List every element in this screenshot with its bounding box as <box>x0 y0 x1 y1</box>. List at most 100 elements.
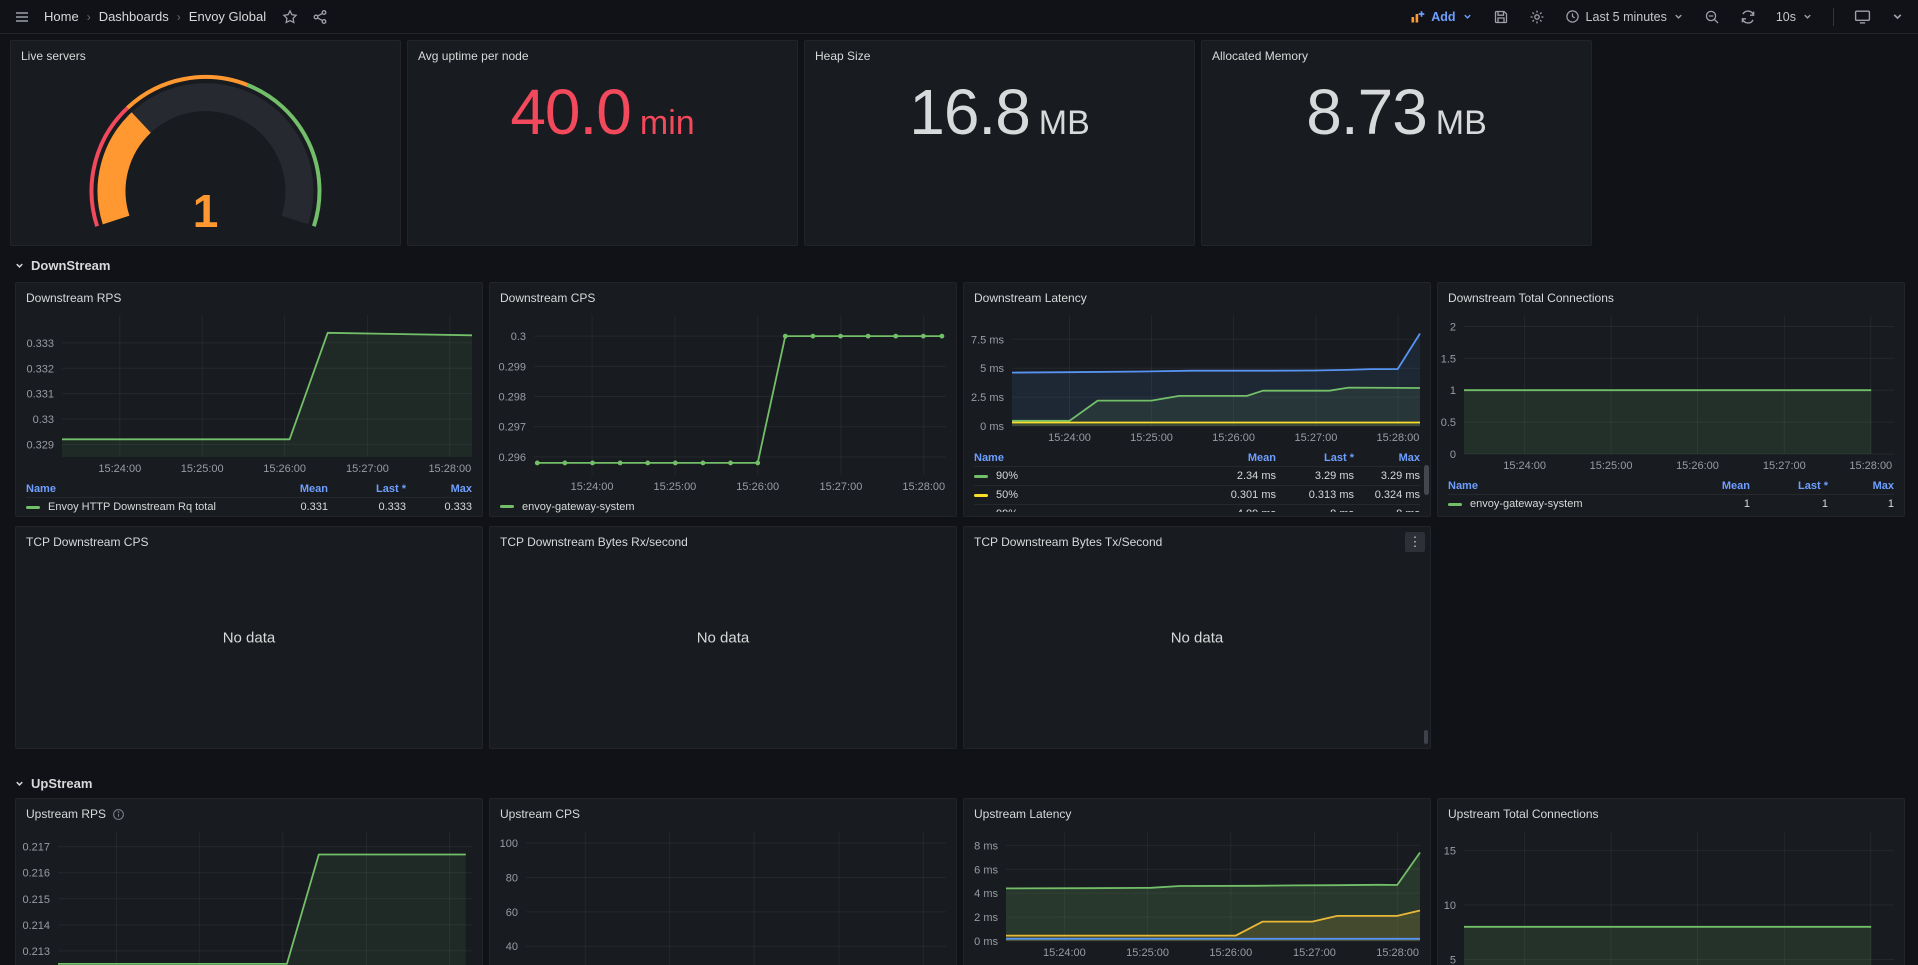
stat-value: 8.73 <box>1306 75 1427 149</box>
panel-title[interactable]: Upstream CPS <box>490 799 956 825</box>
top-nav: Home › Dashboards › Envoy Global Add <box>0 0 1918 34</box>
refresh-interval-label: 10s <box>1776 10 1796 24</box>
svg-text:15:28:00: 15:28:00 <box>902 481 945 493</box>
svg-text:40: 40 <box>506 941 518 953</box>
zoom-out-icon[interactable] <box>1704 9 1720 25</box>
svg-text:15:26:00: 15:26:00 <box>1676 460 1719 472</box>
nav-divider <box>1833 8 1834 26</box>
upstream-total-connections-chart[interactable]: 15:24:0015:25:0015:26:0015:27:0015:28:00… <box>1438 825 1904 965</box>
time-range-picker[interactable]: Last 5 minutes <box>1565 9 1684 24</box>
stat-value-group: 40.0 min <box>408 75 797 225</box>
svg-text:60: 60 <box>506 907 518 919</box>
row-header-downstream[interactable]: DownStream <box>0 255 1918 275</box>
upstream-latency-chart[interactable]: 15:24:0015:25:0015:26:0015:27:0015:28:00… <box>964 825 1430 963</box>
svg-text:15:25:00: 15:25:00 <box>181 463 224 475</box>
breadcrumb-separator: › <box>177 10 181 24</box>
downstream-rps-chart[interactable]: 15:24:0015:25:0015:26:0015:27:0015:28:00… <box>16 309 482 479</box>
menu-icon[interactable] <box>14 9 30 25</box>
upstream-rps-chart[interactable]: 15:24:0015:25:0015:26:0015:27:0015:28:00… <box>16 825 482 965</box>
stat-value: 16.8 <box>909 75 1030 149</box>
svg-text:15:26:00: 15:26:00 <box>263 463 306 475</box>
breadcrumb-dashboards[interactable]: Dashboards <box>99 9 169 24</box>
svg-text:15:27:00: 15:27:00 <box>820 481 863 493</box>
dashboard-settings-icon[interactable] <box>1529 9 1545 25</box>
add-button[interactable]: Add <box>1410 9 1472 24</box>
row-header-upstream[interactable]: UpStream <box>0 773 1918 793</box>
svg-text:15: 15 <box>1444 846 1456 858</box>
breadcrumb-separator: › <box>87 10 91 24</box>
breadcrumb-home[interactable]: Home <box>44 9 79 24</box>
svg-text:0.213: 0.213 <box>22 946 50 958</box>
downstream-row: Downstream RPS 15:24:0015:25:0015:26:001… <box>0 282 1918 517</box>
panel-title[interactable]: Upstream Total Connections <box>1438 799 1904 825</box>
downstream-latency-legend[interactable]: NameMeanLast *Max90%2.34 ms3.29 ms3.29 m… <box>964 448 1430 512</box>
star-icon[interactable] <box>282 9 298 25</box>
panel-title[interactable]: Upstream RPS <box>16 799 482 825</box>
panel-avg-uptime: Avg uptime per node 40.0 min <box>407 40 798 246</box>
panel-menu-icon[interactable]: ⋮ <box>1405 532 1425 552</box>
svg-text:15:25:00: 15:25:00 <box>1126 947 1169 959</box>
downstream-latency-chart[interactable]: 15:24:0015:25:0015:26:0015:27:0015:28:00… <box>964 309 1430 448</box>
panel-downstream-total-connections: Downstream Total Connections 15:24:0015:… <box>1437 282 1905 517</box>
svg-text:0.33: 0.33 <box>33 414 54 426</box>
svg-text:0.299: 0.299 <box>498 361 526 373</box>
svg-text:0.329: 0.329 <box>26 439 54 451</box>
panel-title[interactable]: Downstream CPS <box>490 283 956 309</box>
clock-icon <box>1565 9 1580 24</box>
svg-text:15:27:00: 15:27:00 <box>1763 460 1806 472</box>
panel-title[interactable]: Upstream Latency <box>964 799 1430 825</box>
save-icon[interactable] <box>1493 9 1509 25</box>
refresh-icon[interactable] <box>1740 9 1756 25</box>
svg-text:15:28:00: 15:28:00 <box>428 463 471 475</box>
share-icon[interactable] <box>312 9 328 25</box>
svg-text:15:28:00: 15:28:00 <box>1376 947 1419 959</box>
svg-text:15:25:00: 15:25:00 <box>653 481 696 493</box>
nav-actions: Add Last 5 minutes 10s <box>1410 8 1904 26</box>
downstream-rps-legend[interactable]: NameMeanLast *MaxEnvoy HTTP Downstream R… <box>16 479 482 514</box>
svg-text:0.215: 0.215 <box>22 894 50 906</box>
panel-title[interactable]: Downstream RPS <box>16 283 482 309</box>
downstream-cps-chart[interactable]: 15:24:0015:25:0015:26:0015:27:0015:28:00… <box>490 309 956 497</box>
svg-text:0.216: 0.216 <box>22 868 50 880</box>
downstream-total-connections-chart[interactable]: 15:24:0015:25:0015:26:0015:27:0015:28:00… <box>1438 309 1904 476</box>
refresh-interval-picker[interactable]: 10s <box>1776 10 1813 24</box>
upstream-cps-chart[interactable]: 15:24:0015:25:0015:26:0015:27:0015:28:00… <box>490 825 956 965</box>
panel-title[interactable]: TCP Downstream CPS <box>16 527 482 553</box>
svg-text:15:27:00: 15:27:00 <box>1293 947 1336 959</box>
svg-text:0.5: 0.5 <box>1441 417 1456 429</box>
stat-unit: min <box>640 104 695 143</box>
panel-title[interactable]: Avg uptime per node <box>408 41 797 67</box>
svg-text:0 ms: 0 ms <box>980 421 1004 433</box>
svg-text:2.5 ms: 2.5 ms <box>971 392 1005 404</box>
panel-title[interactable]: Downstream Latency <box>964 283 1430 309</box>
panel-upstream-cps: Upstream CPS 15:24:0015:25:0015:26:0015:… <box>489 798 957 965</box>
row-title: UpStream <box>31 776 92 791</box>
breadcrumb-current[interactable]: Envoy Global <box>189 9 266 24</box>
panel-tcp-downstream-bytes-rx: TCP Downstream Bytes Rx/second No data <box>489 526 957 749</box>
panel-title[interactable]: Heap Size <box>805 41 1194 67</box>
panel-downstream-rps: Downstream RPS 15:24:0015:25:0015:26:001… <box>15 282 483 517</box>
downstream-cps-legend[interactable]: envoy-gateway-system <box>490 497 956 514</box>
live-servers-gauge[interactable]: 1 <box>11 67 400 239</box>
svg-text:6 ms: 6 ms <box>974 864 998 876</box>
svg-text:5 ms: 5 ms <box>980 363 1004 375</box>
dashboard-grid: Live servers 1 Avg uptime per node 40.0 … <box>0 34 1918 965</box>
panel-title[interactable]: Allocated Memory <box>1202 41 1591 67</box>
downstream-total-connections-legend[interactable]: NameMeanLast *Maxenvoy-gateway-system111 <box>1438 476 1904 514</box>
scrollbar[interactable] <box>1424 465 1429 495</box>
chevron-down-icon <box>1802 11 1813 22</box>
chevron-down-icon <box>1462 11 1473 22</box>
add-button-label: Add <box>1431 10 1455 24</box>
panel-title[interactable]: Live servers <box>11 41 400 67</box>
kiosk-monitor-icon[interactable] <box>1854 8 1871 25</box>
svg-text:15:26:00: 15:26:00 <box>1209 947 1252 959</box>
scrollbar[interactable] <box>1424 730 1428 744</box>
stat-unit: MB <box>1039 104 1090 143</box>
panel-downstream-latency: Downstream Latency 15:24:0015:25:0015:26… <box>963 282 1431 517</box>
chevron-down-icon[interactable] <box>1891 10 1904 23</box>
chevron-down-icon <box>1673 11 1684 22</box>
svg-text:0.297: 0.297 <box>498 422 526 434</box>
panel-title[interactable]: Downstream Total Connections <box>1438 283 1904 309</box>
panel-title[interactable]: TCP Downstream Bytes Tx/Second <box>964 527 1430 553</box>
panel-title[interactable]: TCP Downstream Bytes Rx/second <box>490 527 956 553</box>
